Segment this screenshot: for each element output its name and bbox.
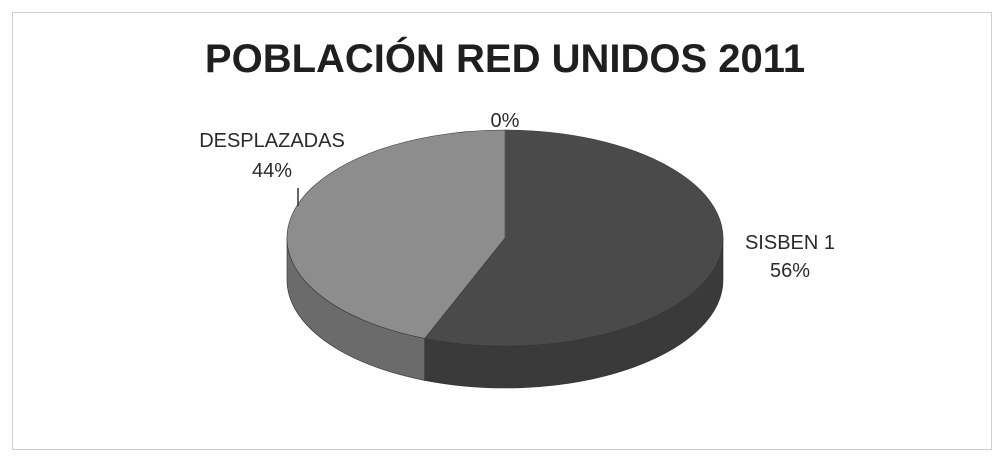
- slice-label-sisben: SISBEN 1: [745, 232, 835, 254]
- pie-slice-desplazadas: [286, 129, 506, 339]
- pie-tops: [286, 129, 724, 347]
- slice-value-sisben: 56%: [770, 260, 810, 282]
- slice-value-desplazadas: 44%: [252, 160, 292, 182]
- pie-slice-sisben: [424, 129, 724, 347]
- chart-title: POBLACIÓN RED UNIDOS 2011: [205, 35, 805, 81]
- slice-label-desplazadas: DESPLAZADAS: [199, 130, 345, 152]
- slice-value-zero: 0%: [491, 110, 520, 132]
